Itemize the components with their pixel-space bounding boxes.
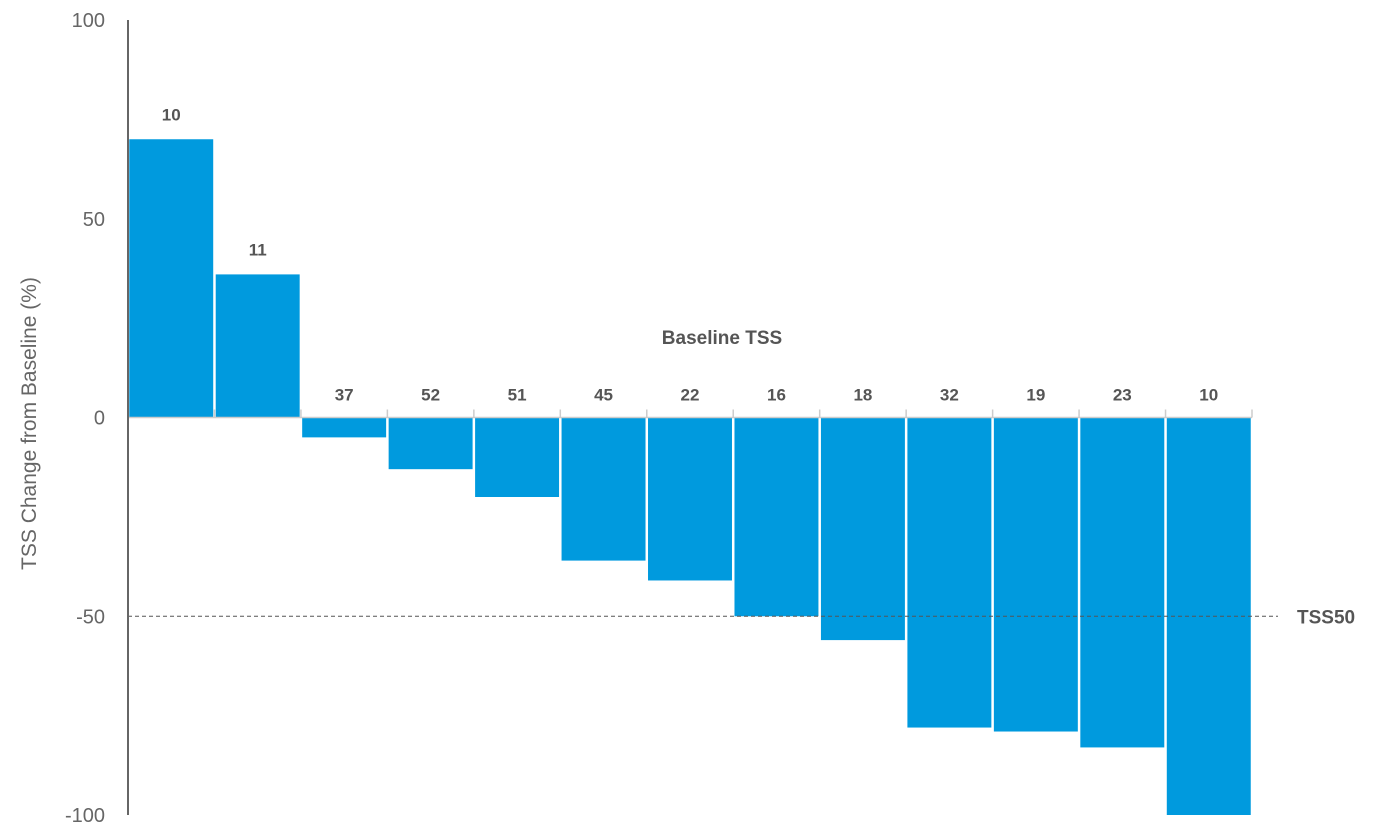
y-tick-label: 50 (83, 209, 105, 231)
bar-label-5: 51 (508, 386, 527, 405)
bar-2 (215, 274, 300, 418)
y-tick-label: -50 (76, 606, 105, 628)
bar-label-8: 16 (767, 386, 786, 405)
y-tick-labels: 100 50 0 -50 -100 (65, 10, 105, 827)
bar-label-13: 10 (1199, 386, 1218, 405)
bar-label-2: 11 (249, 240, 267, 259)
bar-10 (907, 417, 992, 728)
bar-6 (561, 417, 646, 561)
bar-5 (475, 417, 560, 497)
bar-label-10: 32 (940, 386, 959, 405)
bar-label-9: 18 (853, 386, 872, 405)
bar-label-12: 23 (1113, 386, 1132, 405)
category-title: Baseline TSS (662, 328, 782, 349)
bars-group (129, 139, 1251, 815)
bar-label-1: 10 (162, 105, 181, 124)
bar-4 (388, 417, 473, 470)
bar-11 (993, 417, 1078, 732)
bar-1 (129, 139, 214, 418)
bar-label-11: 19 (1026, 386, 1045, 405)
x-tick-marks (127, 409, 1253, 418)
bar-data-labels: 10 11 37 52 51 45 22 16 18 32 19 23 10 (162, 105, 1218, 404)
bar-label-7: 22 (681, 386, 700, 405)
y-tick-label: -100 (65, 805, 105, 824)
bar-3 (302, 417, 387, 438)
y-tick-label: 0 (94, 408, 105, 430)
reference-line-label: TSS50 (1297, 607, 1355, 628)
bar-label-6: 45 (594, 386, 613, 405)
bar-7 (648, 417, 732, 581)
bar-label-3: 37 (335, 386, 354, 405)
bar-9 (820, 417, 905, 641)
bar-8 (734, 417, 819, 617)
y-axis-title: TSS Change from Baseline (%) (18, 277, 41, 570)
bar-label-4: 52 (421, 386, 440, 405)
y-tick-label: 100 (72, 10, 105, 32)
bar-12 (1080, 417, 1165, 748)
